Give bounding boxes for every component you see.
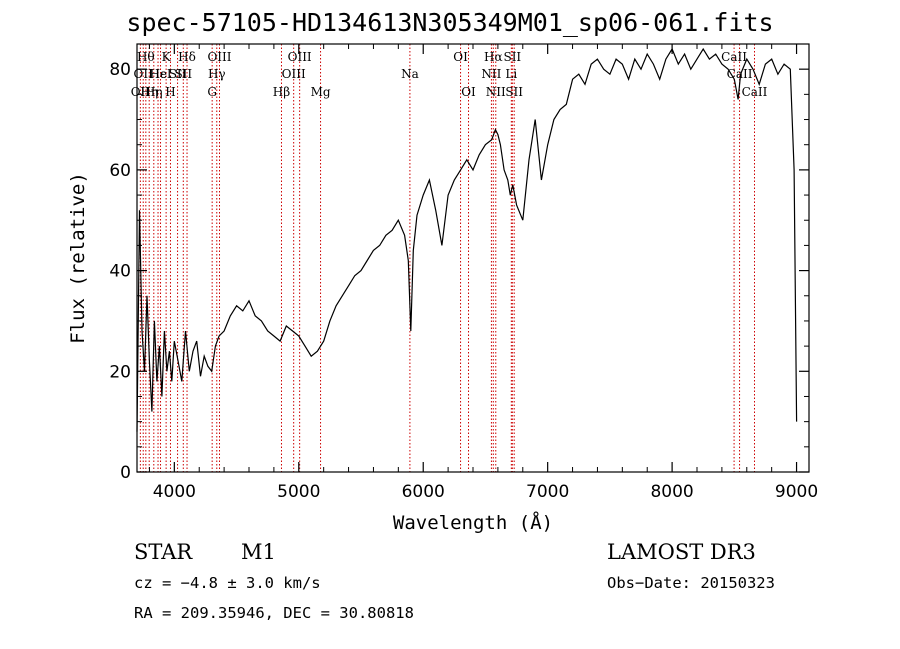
spectrum-series-line	[136, 47, 798, 432]
y-tick-label-3: 60	[109, 161, 131, 181]
line-label-15: Hβ	[273, 85, 290, 99]
x-axis-ticks: 4000 5000 6000 7000 8000 9000	[148, 44, 818, 502]
line-label-1: OII	[134, 67, 154, 81]
y-axis-ticks: 0 20 40 60 80	[109, 43, 809, 483]
object-class: STAR	[134, 540, 193, 564]
line-label-18: Mg	[311, 85, 331, 99]
line-label-9: SII	[169, 67, 187, 81]
line-label-26: SII	[503, 50, 521, 64]
line-label-6: HeI	[149, 67, 172, 81]
line-label-8: H	[165, 85, 175, 99]
object-subclass: M1	[241, 540, 276, 564]
line-label-14: OIII	[207, 50, 231, 64]
x-axis-label: Wavelength (Å)	[393, 511, 553, 534]
line-label-0: OII	[131, 85, 151, 99]
x-tick-label-2: 6000	[402, 482, 445, 502]
y-tick-label-4: 80	[109, 60, 131, 80]
line-label-25: Li	[505, 67, 517, 81]
x-tick-label-3: 7000	[526, 482, 569, 502]
line-label-27: SII	[505, 85, 523, 99]
line-label-30: CaII	[742, 85, 768, 99]
line-label-21: OI	[461, 85, 476, 99]
redshift-cz: cz = −4.8 ± 3.0 km/s	[134, 574, 321, 592]
line-label-23: Hα	[484, 50, 503, 64]
y-tick-label-0: 0	[120, 463, 131, 483]
x-tick-label-4: 8000	[650, 482, 693, 502]
line-label-2: Hθ	[137, 50, 155, 64]
line-label-13: Hγ	[208, 67, 226, 81]
line-label-5: Hε	[150, 67, 167, 81]
line-label-28: CaII	[721, 50, 747, 64]
line-label-3: Hη	[140, 85, 158, 99]
x-tick-label-0: 4000	[153, 482, 196, 502]
line-label-11: Hδ	[178, 50, 196, 64]
line-label-12: G	[207, 85, 217, 99]
ra-dec-coordinates: RA = 209.35946, DEC = 30.80818	[134, 604, 414, 622]
y-tick-label-1: 20	[109, 362, 131, 382]
line-label-16: OIII	[282, 67, 306, 81]
x-tick-label-1: 5000	[277, 482, 320, 502]
chart-title: spec-57105-HD134613N305349M01_sp06-061.f…	[126, 8, 774, 37]
line-label-7: K	[162, 50, 172, 64]
line-label-4: Hη	[145, 85, 163, 99]
y-tick-label-2: 40	[109, 262, 131, 282]
line-label-19: Na	[401, 67, 419, 81]
line-label-17: OIII	[288, 50, 312, 64]
plot-frame	[136, 43, 810, 473]
y-axis-label: Flux (relative)	[67, 172, 89, 344]
emission-line-markers	[139, 44, 755, 472]
line-label-22: NII	[481, 67, 501, 81]
emission-line-labels: OIIOIIHθHηHηHεHeIKHSIISIIHδGHγOIIIHβOIII…	[131, 50, 768, 99]
line-label-10: SII	[174, 67, 192, 81]
observation-date: Obs−Date: 20150323	[607, 574, 775, 592]
x-tick-label-5: 9000	[775, 482, 818, 502]
line-label-20: OI	[453, 50, 468, 64]
line-label-24: NII	[486, 85, 506, 99]
survey-name: LAMOST DR3	[607, 540, 756, 564]
